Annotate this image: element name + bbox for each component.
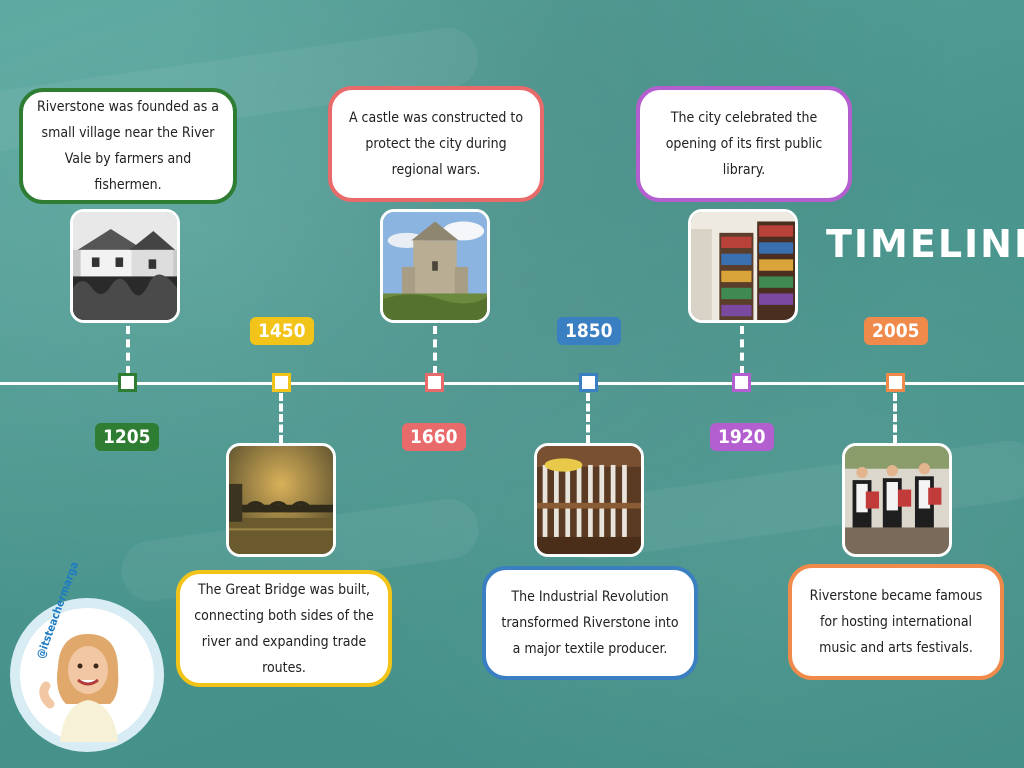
event-1850-description: The Industrial Revolution transformed Ri…: [482, 566, 698, 680]
author-badge: @itsteachermarga: [10, 560, 164, 752]
connector-dash: [893, 393, 897, 443]
connector-dash: [586, 393, 590, 443]
bitmoji-avatar-icon: [39, 634, 119, 742]
festival-photo: [842, 443, 952, 557]
connector-dash: [279, 393, 283, 443]
event-1660-description: A castle was constructed to protect the …: [328, 86, 544, 202]
year-1850-label: 1850: [557, 317, 621, 345]
bridge-photo: [226, 443, 336, 557]
event-1450-marker: [272, 373, 291, 392]
event-1850-marker: [579, 373, 598, 392]
event-2005-marker: [886, 373, 905, 392]
avatar: @itsteachermarga: [20, 560, 154, 742]
connector-dash: [433, 326, 437, 374]
event-1205-description: Riverstone was founded as a small villag…: [19, 88, 237, 204]
year-1920-label: 1920: [710, 423, 774, 451]
castle-photo: [380, 209, 490, 323]
connector-dash: [740, 326, 744, 374]
event-1920-marker: [732, 373, 751, 392]
year-1205-label: 1205: [95, 423, 159, 451]
textile-machine-photo: [534, 443, 644, 557]
year-2005-label: 2005: [864, 317, 928, 345]
event-1450-description: The Great Bridge was built, connecting b…: [176, 570, 392, 687]
library-photo: [688, 209, 798, 323]
connector-dash: [126, 326, 130, 374]
event-1205-marker: [118, 373, 137, 392]
year-1660-label: 1660: [402, 423, 466, 451]
timeline-title: TIMELINE: [826, 222, 1024, 266]
year-1450-label: 1450: [250, 317, 314, 345]
event-1920-description: The city celebrated the opening of its f…: [636, 86, 852, 202]
village-photo: [70, 209, 180, 323]
event-1660-marker: [425, 373, 444, 392]
timeline-axis: [0, 382, 1024, 385]
event-2005-description: Riverstone became famous for hosting int…: [788, 564, 1004, 680]
